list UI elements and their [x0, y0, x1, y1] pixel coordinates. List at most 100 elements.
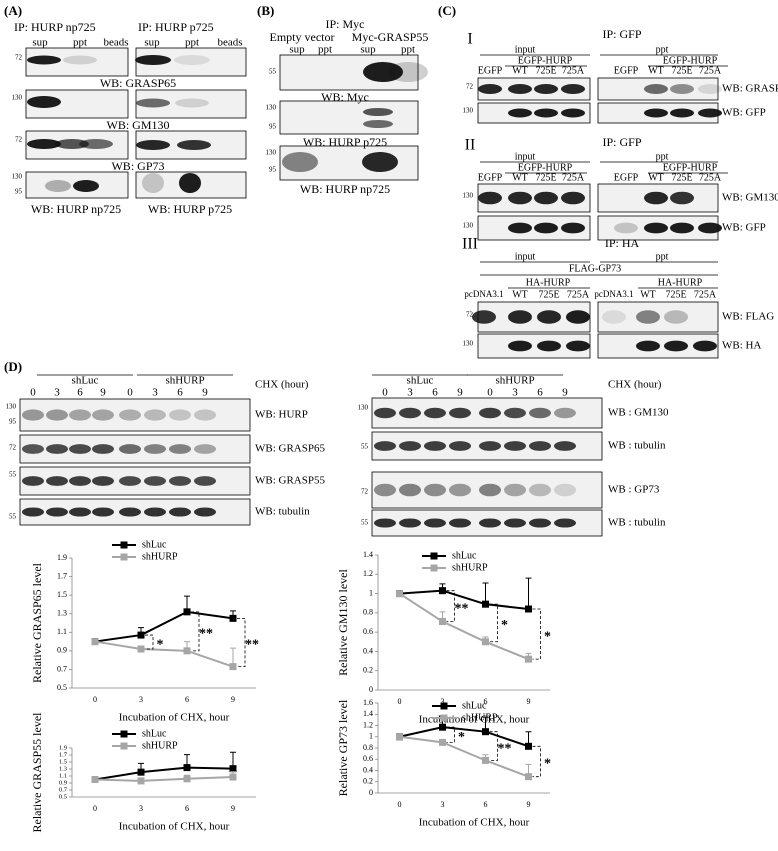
label: 725E [671, 172, 692, 183]
band [636, 310, 660, 324]
band [92, 409, 114, 421]
label: WB : tubulin [608, 440, 666, 452]
band [424, 483, 446, 497]
band [508, 310, 532, 324]
band [27, 139, 61, 149]
label: 725A [699, 172, 722, 183]
significance-label: ** [245, 638, 259, 653]
label: WB: HURP p725 [148, 202, 232, 216]
label: CHX (hour) [255, 379, 309, 391]
band [399, 407, 421, 419]
label: 725A [567, 289, 590, 300]
label: 6 [432, 387, 438, 399]
band [119, 444, 141, 454]
band [534, 222, 558, 234]
y-tick-label: 0.5 [59, 793, 67, 800]
band [449, 483, 471, 497]
label: pcDNA3.1 [464, 289, 503, 299]
legend-label: shLuc [142, 728, 167, 739]
band [504, 407, 526, 419]
y-tick-label: 0.6 [363, 754, 373, 763]
y-tick-label: 0.9 [59, 779, 67, 786]
label: EGFP-HURP [663, 162, 718, 173]
band [554, 483, 576, 497]
marker [183, 775, 191, 783]
significance-bracket [489, 603, 498, 643]
band [508, 340, 532, 352]
marker [183, 647, 191, 655]
series-line [94, 766, 234, 781]
y-tick-label: 0.9 [57, 646, 67, 655]
band [561, 84, 585, 94]
band [508, 222, 532, 234]
significance-bracket [145, 634, 154, 650]
x-tick-label: 6 [484, 697, 488, 706]
mw-marker: 130 [6, 403, 17, 411]
label: WB: HURP np725 [300, 182, 390, 196]
mw-marker: 95 [9, 418, 17, 426]
band [69, 476, 91, 486]
legend-marker [120, 730, 128, 738]
band [63, 55, 97, 65]
marker [525, 773, 532, 781]
band [374, 407, 396, 419]
band [508, 191, 532, 205]
panel-label: (D) [4, 359, 22, 374]
label: 725E [671, 65, 692, 76]
label: IP: HURP np725 [14, 20, 96, 34]
band [374, 518, 396, 528]
band [399, 483, 421, 497]
band [22, 444, 44, 454]
x-tick-label: 6 [185, 804, 189, 813]
band [45, 180, 71, 192]
mw-marker: 130 [12, 173, 23, 181]
band [644, 191, 668, 205]
label: ppt [401, 44, 415, 56]
blot [19, 398, 251, 432]
label: WB: HURP p725 [303, 135, 387, 149]
label: 3 [152, 387, 158, 399]
x-tick-label: 0 [398, 800, 402, 809]
band [478, 84, 502, 94]
mw-marker: 130 [12, 94, 23, 102]
legend-marker [430, 552, 438, 560]
label: 725E [538, 289, 559, 300]
label: WB: HURP [255, 409, 308, 421]
mw-marker: 95 [269, 123, 277, 131]
x-tick-label: 9 [231, 804, 235, 813]
band [69, 409, 91, 421]
legend-label: shLuc [462, 700, 487, 711]
label: ppt [656, 151, 669, 162]
y-tick-label: 1.7 [59, 751, 68, 758]
band [534, 191, 558, 205]
band [22, 507, 44, 517]
band [504, 483, 526, 497]
band [561, 108, 585, 118]
label: 9 [100, 387, 106, 399]
mw-marker: 130 [463, 107, 474, 115]
mw-marker: 72 [15, 54, 23, 62]
y-tick-label: 1.4 [363, 709, 373, 718]
x-tick-label: 0 [93, 804, 97, 813]
band [144, 476, 166, 486]
label: WB: tubulin [255, 506, 310, 518]
mw-marker: 72 [466, 311, 474, 319]
band [479, 518, 501, 528]
label: WB: GRASP65 [722, 83, 778, 95]
marker [183, 764, 191, 772]
label: WB : tubulin [608, 517, 666, 529]
mw-marker: 130 [358, 404, 369, 412]
label: shLuc [407, 375, 434, 387]
label: sup [360, 44, 376, 56]
label: 3 [407, 387, 413, 399]
band [449, 407, 471, 419]
band [27, 55, 61, 65]
label: 725A [694, 289, 717, 300]
label: 6 [537, 387, 543, 399]
band [479, 441, 501, 451]
band [664, 310, 688, 324]
band [537, 310, 561, 324]
band [79, 139, 113, 149]
legend-marker [430, 564, 438, 572]
band [566, 340, 590, 352]
